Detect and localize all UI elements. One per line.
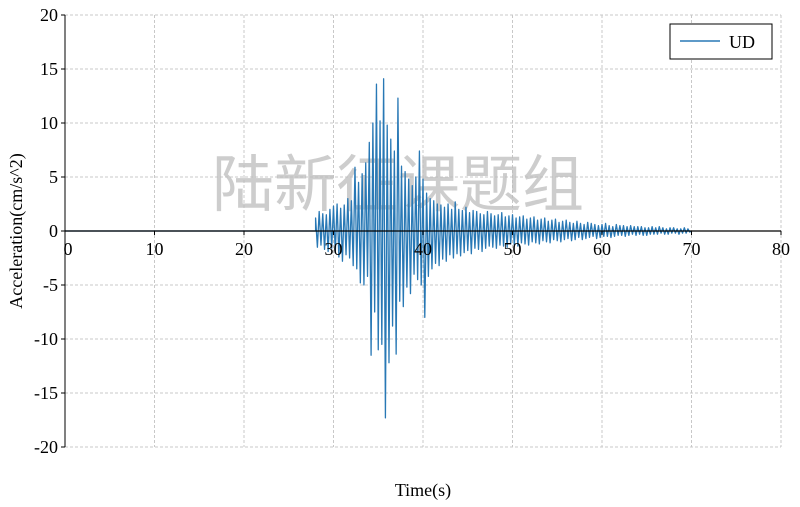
y-tick-label: 5	[49, 167, 58, 187]
x-tick-label: 0	[64, 239, 73, 259]
y-tick-label: 15	[40, 59, 58, 79]
y-tick-label: -15	[34, 383, 58, 403]
series-line-UD	[65, 78, 692, 419]
axes	[61, 14, 782, 448]
x-axis-label: Time(s)	[395, 480, 451, 501]
x-tick-label: 70	[683, 239, 701, 259]
y-tick-label: 0	[49, 221, 58, 241]
y-tick-label: 20	[40, 5, 58, 25]
y-tick-label: -20	[34, 437, 58, 457]
legend-label-UD: UD	[729, 32, 755, 52]
x-tick-labels: 0 10 20 30 40 50 60 70 80	[64, 239, 791, 259]
x-tick-label: 30	[325, 239, 343, 259]
y-axis-label: Acceleration(cm/s^2)	[6, 153, 27, 308]
y-tick-label: -5	[43, 275, 58, 295]
x-tick-label: 40	[414, 239, 432, 259]
x-tick-label: 20	[235, 239, 253, 259]
y-tick-label: -10	[34, 329, 58, 349]
x-tick-label: 50	[504, 239, 522, 259]
x-tick-label: 10	[146, 239, 164, 259]
y-tick-labels: 20 15 10 5 0 -5 -10 -15 -20	[34, 5, 58, 457]
series-layer	[65, 78, 692, 419]
x-tick-label: 60	[593, 239, 611, 259]
y-tick-label: 10	[40, 113, 58, 133]
legend: UD	[669, 23, 773, 60]
x-tick-label: 80	[772, 239, 790, 259]
